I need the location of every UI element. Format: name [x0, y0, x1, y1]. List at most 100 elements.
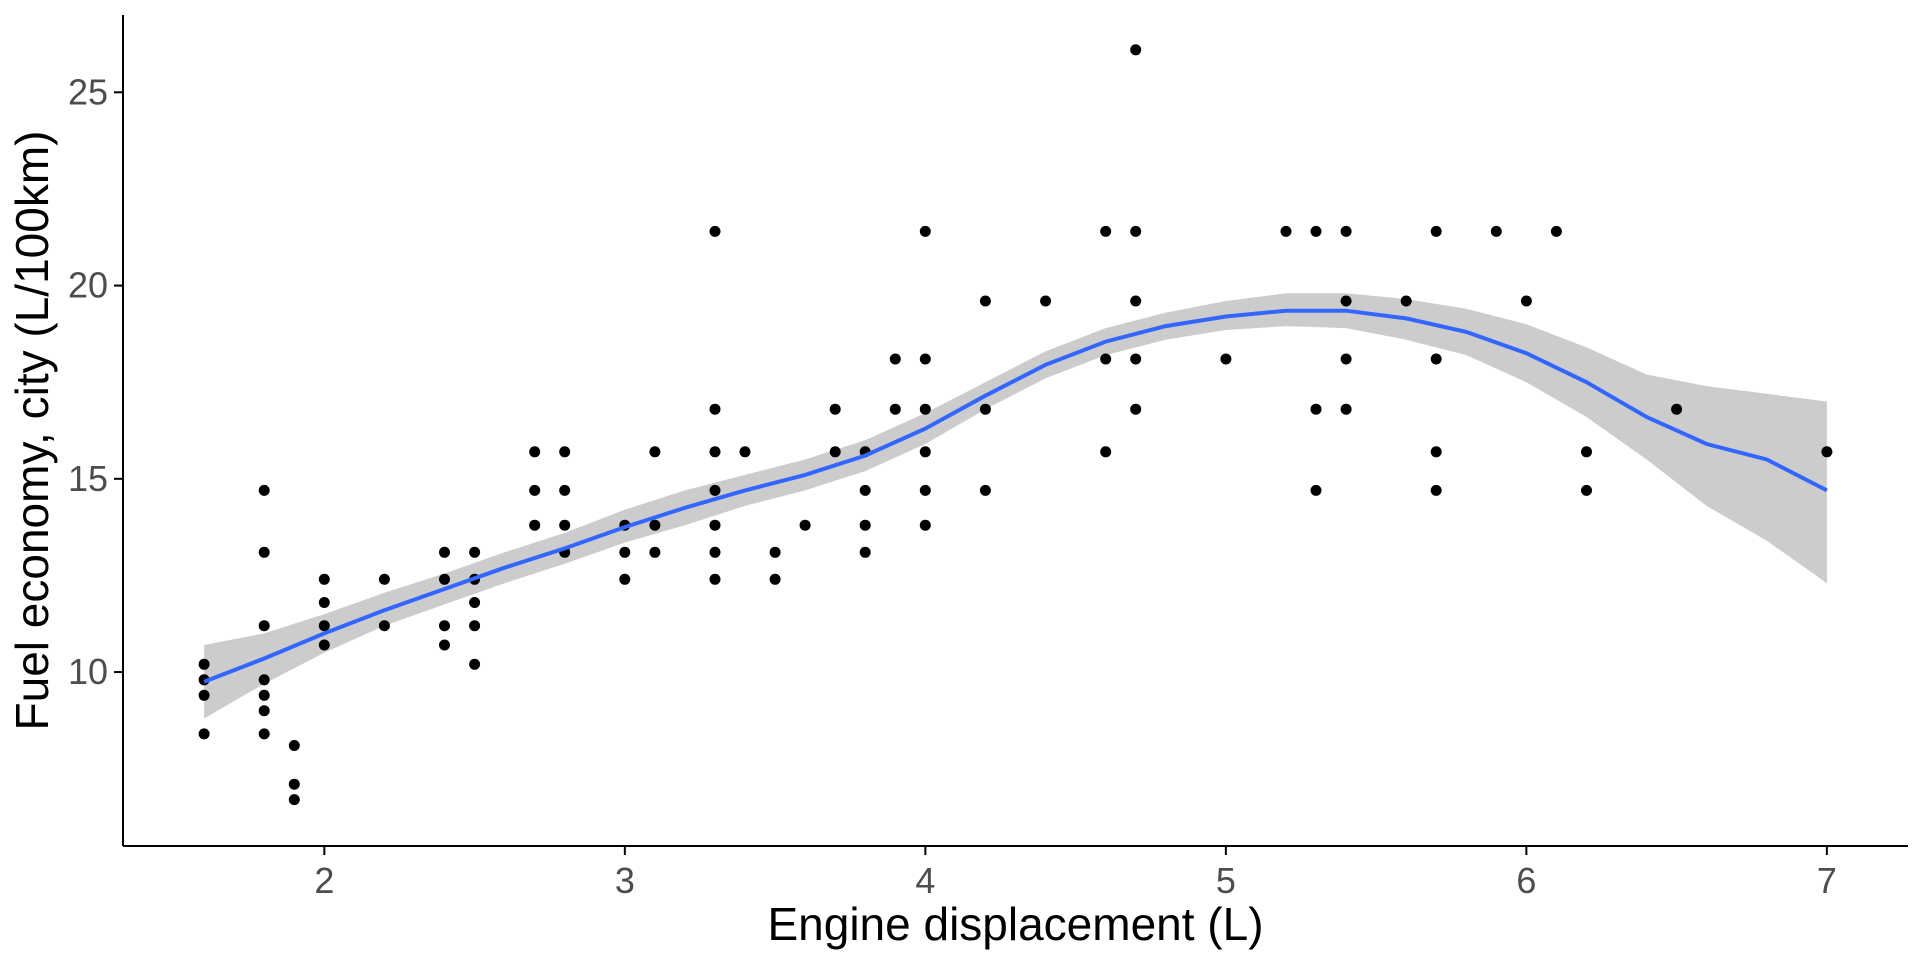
data-point: [1581, 446, 1592, 458]
data-point: [1040, 295, 1052, 307]
data-point: [1130, 295, 1142, 307]
data-point: [1220, 353, 1232, 365]
data-point: [1340, 295, 1352, 307]
data-point: [709, 546, 721, 558]
data-points: [198, 44, 1833, 806]
data-point: [1671, 403, 1683, 415]
x-axis-title: Engine displacement (L): [767, 898, 1263, 950]
data-point: [919, 484, 931, 496]
data-point: [1130, 403, 1142, 415]
data-point: [859, 519, 871, 531]
data-point: [769, 546, 781, 558]
data-point: [979, 403, 991, 415]
data-point: [1340, 353, 1352, 365]
data-point: [318, 573, 330, 585]
data-point: [378, 620, 390, 632]
data-point: [1550, 225, 1562, 237]
data-point: [469, 620, 481, 632]
data-point: [439, 546, 450, 558]
y-tick-label: 10: [68, 651, 108, 692]
data-point: [318, 620, 330, 632]
data-point: [709, 403, 721, 415]
data-point: [1400, 295, 1412, 307]
y-tick-label: 25: [68, 71, 108, 112]
data-point: [439, 620, 450, 632]
data-point: [709, 484, 721, 496]
data-point: [1581, 484, 1592, 496]
data-point: [529, 519, 541, 531]
data-point: [1490, 225, 1502, 237]
data-point: [1430, 353, 1442, 365]
data-point: [258, 484, 270, 496]
data-point: [288, 778, 300, 790]
data-point: [258, 546, 270, 558]
data-point: [919, 519, 931, 531]
data-point: [469, 546, 481, 558]
data-point: [258, 705, 270, 717]
data-point: [439, 639, 450, 651]
data-point: [859, 546, 871, 558]
y-tick-label: 20: [68, 265, 108, 306]
data-point: [1310, 484, 1322, 496]
data-point: [859, 484, 871, 496]
data-point: [979, 484, 991, 496]
data-point: [318, 639, 330, 651]
x-tick-label: 6: [1516, 860, 1536, 901]
data-point: [1130, 225, 1142, 237]
y-tick-label: 15: [68, 458, 108, 499]
data-point: [799, 519, 811, 531]
data-point: [769, 573, 781, 585]
data-point: [529, 484, 541, 496]
data-point: [1310, 225, 1322, 237]
data-point: [919, 446, 931, 458]
data-point: [1340, 225, 1352, 237]
data-point: [919, 225, 931, 237]
data-point: [709, 519, 721, 531]
data-point: [919, 403, 931, 415]
x-axis-ticks: 2 3 4 5 6 7: [314, 846, 1837, 901]
smooth-trend-line: [203, 308, 1828, 684]
data-point: [739, 446, 751, 458]
data-point: [619, 573, 631, 585]
data-point: [469, 597, 481, 608]
data-point: [1100, 353, 1112, 365]
data-point: [889, 353, 901, 365]
data-point: [198, 658, 210, 670]
data-point: [829, 403, 841, 415]
data-point: [529, 446, 541, 458]
data-point: [649, 546, 661, 558]
x-tick-label: 5: [1216, 860, 1236, 901]
data-point: [288, 740, 300, 751]
data-point: [559, 519, 571, 531]
data-point: [469, 658, 481, 670]
data-point: [198, 689, 210, 701]
data-point: [559, 484, 571, 496]
data-point: [559, 446, 571, 458]
data-point: [1100, 446, 1112, 458]
data-point: [258, 689, 270, 701]
data-point: [439, 573, 450, 585]
data-point: [1310, 403, 1322, 415]
x-tick-label: 3: [615, 860, 635, 901]
confidence-ribbon: [204, 293, 1827, 719]
data-point: [1430, 484, 1442, 496]
data-point: [1130, 353, 1142, 365]
data-point: [258, 620, 270, 632]
data-point: [1520, 295, 1532, 307]
y-axis-ticks: 10 15 20 25: [68, 71, 123, 692]
data-point: [829, 446, 841, 458]
x-tick-label: 7: [1817, 860, 1837, 901]
data-point: [649, 519, 661, 531]
data-point: [198, 728, 210, 740]
x-tick-label: 2: [314, 860, 334, 901]
data-point: [1130, 44, 1142, 56]
x-tick-label: 4: [915, 860, 935, 901]
data-point: [258, 728, 270, 740]
data-point: [1821, 446, 1833, 458]
data-point: [649, 446, 661, 458]
data-point: [709, 573, 721, 585]
data-point: [619, 546, 631, 558]
data-point: [979, 295, 991, 307]
data-point: [1430, 446, 1442, 458]
